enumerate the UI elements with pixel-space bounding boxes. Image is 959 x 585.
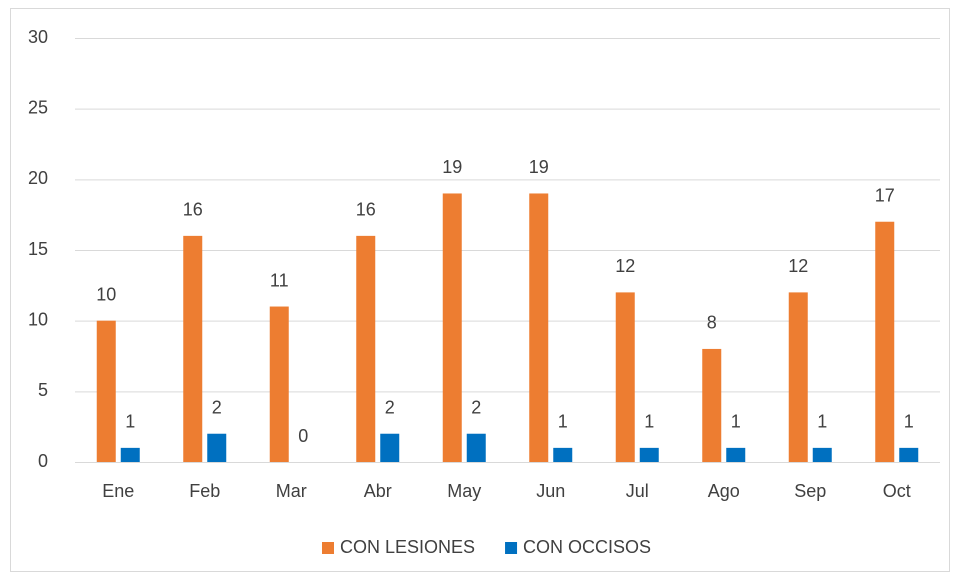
x-tick-label: Ene (102, 481, 134, 501)
data-label: 2 (471, 397, 481, 417)
y-tick-label: 5 (38, 380, 48, 400)
data-label: 11 (270, 270, 289, 290)
data-label: 16 (356, 200, 376, 220)
y-tick-label: 15 (28, 239, 48, 259)
x-tick-label: Feb (189, 481, 220, 501)
data-label: 1 (817, 412, 827, 432)
legend-label: CON LESIONES (340, 537, 475, 557)
data-label: 1 (125, 412, 135, 432)
x-tick-label: Oct (883, 481, 911, 501)
data-label: 2 (212, 397, 222, 417)
y-tick-label: 0 (38, 451, 48, 471)
bar (96, 320, 116, 462)
y-tick-label: 20 (28, 168, 48, 188)
x-tick-label: May (447, 481, 481, 501)
x-tick-label: Abr (364, 481, 392, 501)
bar (639, 447, 659, 462)
data-label: 12 (788, 256, 808, 276)
bar (726, 447, 746, 462)
bar (529, 193, 549, 462)
data-label: 19 (442, 157, 462, 177)
bar (466, 433, 486, 462)
bar (812, 447, 832, 462)
bar (615, 292, 635, 462)
bar (269, 306, 289, 462)
legend-label: CON OCCISOS (523, 537, 651, 557)
x-tick-label: Ago (708, 481, 740, 501)
bar (120, 447, 140, 462)
data-label: 19 (529, 157, 549, 177)
x-tick-label: Jul (626, 481, 649, 501)
data-label: 1 (904, 412, 914, 432)
data-label: 17 (875, 185, 895, 205)
data-label: 1 (558, 412, 568, 432)
data-label: 8 (707, 313, 717, 333)
bar (356, 235, 376, 462)
data-label: 10 (96, 284, 116, 304)
data-label: 0 (298, 426, 308, 446)
x-tick-label: Jun (536, 481, 565, 501)
chart-border (10, 8, 950, 572)
bar (788, 292, 808, 462)
data-label: 1 (731, 412, 741, 432)
bar (380, 433, 400, 462)
x-tick-label: Sep (794, 481, 826, 501)
x-tick-label: Mar (276, 481, 307, 501)
data-label: 1 (644, 412, 654, 432)
y-tick-label: 25 (28, 97, 48, 117)
bar (207, 433, 227, 462)
data-label: 16 (183, 200, 203, 220)
legend-swatch (322, 542, 334, 554)
bar (875, 221, 895, 462)
bar (553, 447, 573, 462)
bar (183, 235, 203, 462)
data-label: 2 (385, 397, 395, 417)
bar (899, 447, 919, 462)
legend-swatch (505, 542, 518, 554)
y-tick-label: 30 (28, 27, 48, 47)
bar (442, 193, 462, 462)
y-tick-label: 10 (28, 309, 48, 329)
data-label: 12 (615, 256, 635, 276)
bar (702, 348, 722, 462)
